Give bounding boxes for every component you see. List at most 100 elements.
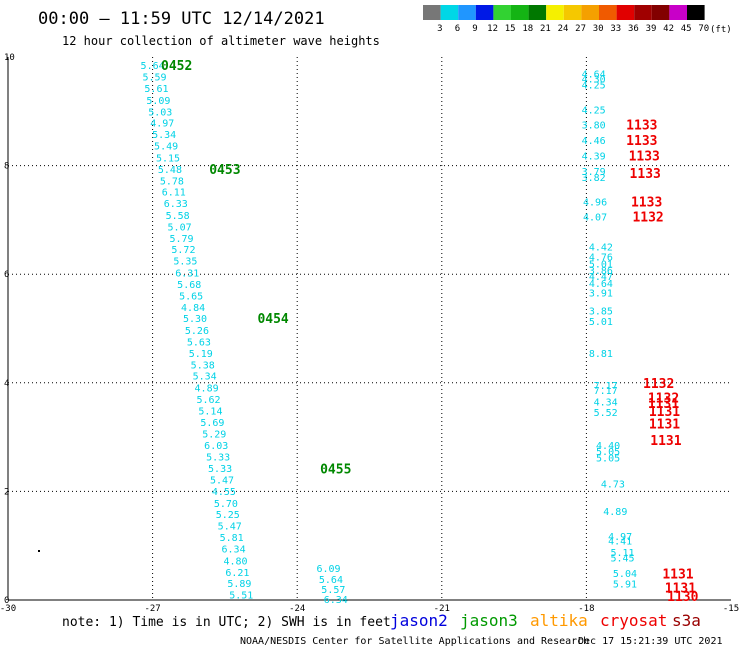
pass-time-label: 0453 bbox=[209, 163, 240, 178]
legend-bin-label: 27 bbox=[575, 24, 586, 34]
y-tick-label: 2 bbox=[4, 487, 9, 497]
swh-value: 5.30 bbox=[183, 314, 207, 325]
legend-swatch bbox=[651, 5, 670, 20]
legend-bin-label: 39 bbox=[646, 24, 657, 34]
legend-bin-label: 18 bbox=[522, 24, 533, 34]
swh-value: 5.89 bbox=[227, 579, 251, 590]
swh-value: 5.69 bbox=[200, 418, 224, 429]
swh-value: 3.82 bbox=[582, 173, 606, 184]
swh-value: 5.38 bbox=[191, 360, 215, 371]
pass-time-label: 0455 bbox=[320, 463, 351, 478]
swh-value: 4.41 bbox=[608, 536, 632, 547]
pass-time-label: 1131 bbox=[648, 397, 679, 412]
swh-value: 4.64 bbox=[582, 69, 606, 80]
footer-credit: NOAA/NESDIS Center for Satellite Applica… bbox=[240, 636, 589, 647]
pass-time-labels: 0452045304540455113311331133113311331132… bbox=[161, 59, 699, 605]
pass-time-label: 1133 bbox=[629, 149, 660, 164]
legend-bin-label: 24 bbox=[558, 24, 569, 34]
y-tick-label: 6 bbox=[4, 270, 9, 280]
legend-swatch bbox=[528, 5, 547, 20]
swh-value: 4.64 bbox=[589, 279, 613, 290]
swh-value: 5.01 bbox=[589, 259, 613, 270]
chart-subtitle: 12 hour collection of altimeter wave hei… bbox=[62, 34, 380, 48]
legend-swatch bbox=[423, 5, 441, 20]
swh-value: 5.34 bbox=[152, 130, 176, 141]
pass-time-label: 0452 bbox=[161, 59, 192, 74]
swh-value: 6.33 bbox=[164, 199, 188, 210]
swh-value: 5.91 bbox=[613, 580, 637, 591]
tick-labels: -30 -27 -24 -21 -18 -15 0 2 4 6 8 10 bbox=[0, 53, 739, 614]
legend-swatch bbox=[458, 5, 476, 20]
swh-value: 5.05 bbox=[596, 447, 620, 458]
legend-bin-label: 36 bbox=[628, 24, 639, 34]
swh-value: 5.29 bbox=[202, 429, 226, 440]
x-tick-label: -27 bbox=[144, 604, 160, 614]
stray-point bbox=[38, 550, 40, 552]
swh-value: 4.42 bbox=[589, 243, 613, 254]
pass-time-label: 1131 bbox=[649, 418, 680, 433]
swh-value: 4.96 bbox=[583, 197, 607, 208]
swh-value: 5.25 bbox=[216, 510, 240, 521]
swh-value: 5.15 bbox=[156, 153, 180, 164]
legend-swatch bbox=[563, 5, 582, 20]
pass-time-label: 1131 bbox=[650, 434, 681, 449]
swh-value: 5.78 bbox=[160, 176, 184, 187]
swh-value: 5.33 bbox=[206, 453, 230, 464]
swh-value: 5.03 bbox=[148, 107, 172, 118]
x-tick-label: -18 bbox=[578, 604, 594, 614]
swh-value: 4.47 bbox=[589, 272, 613, 283]
swh-value: 5.04 bbox=[613, 569, 637, 580]
swh-value: 3.80 bbox=[582, 120, 606, 131]
swh-value: 3.79 bbox=[582, 167, 606, 178]
swh-value: 5.45 bbox=[611, 554, 635, 565]
y-tick-label: 8 bbox=[4, 162, 9, 172]
swh-value: 3.86 bbox=[589, 266, 613, 277]
y-tick-label: 4 bbox=[4, 379, 9, 389]
swh-value: 5.34 bbox=[193, 372, 217, 383]
legend-bin-label: 70 bbox=[698, 24, 709, 34]
swh-value: 4.55 bbox=[212, 487, 236, 498]
footer-note: note: 1) Time is in UTC; 2) SWH is in fe… bbox=[62, 615, 391, 630]
satellite-legend: jason2 jason3 altika cryosat s3a bbox=[390, 611, 701, 630]
pass-time-label: 1133 bbox=[630, 167, 661, 182]
legend-swatch bbox=[475, 5, 494, 20]
legend-swatch bbox=[511, 5, 529, 20]
pass-time-label: 1131 bbox=[662, 567, 693, 582]
satellite-name: altika bbox=[530, 611, 588, 630]
swh-value: 5.47 bbox=[210, 475, 234, 486]
legend-swatch bbox=[493, 5, 511, 20]
swh-value: 5.09 bbox=[146, 96, 170, 107]
swh-value: 5.57 bbox=[321, 585, 345, 596]
swh-value: 5.49 bbox=[154, 142, 178, 153]
pass-time-label: 1133 bbox=[631, 195, 662, 210]
legend-bin-label: 6 bbox=[455, 24, 460, 34]
footer-generated: Dec 17 15:21:39 UTC 2021 bbox=[578, 636, 723, 647]
pass-time-label: 1133 bbox=[626, 118, 657, 133]
swh-value: 4.07 bbox=[583, 213, 607, 224]
swh-value: 5.47 bbox=[218, 522, 242, 533]
satellite-name: cryosat bbox=[600, 611, 667, 630]
x-tick-label: -30 bbox=[0, 604, 16, 614]
swh-value: 5.01 bbox=[589, 317, 613, 328]
swh-value: 4.84 bbox=[181, 303, 205, 314]
swh-value: 5.62 bbox=[196, 395, 220, 406]
swh-value: 6.21 bbox=[225, 568, 249, 579]
swh-value-labels: 5.645.595.615.095.034.975.345.495.155.48… bbox=[141, 61, 637, 606]
swh-value: 5.63 bbox=[187, 338, 211, 349]
pass-time-label: 1132 bbox=[643, 377, 674, 392]
swh-value: 3.85 bbox=[589, 307, 613, 318]
swh-value: 5.33 bbox=[208, 464, 232, 475]
swh-value: 4.25 bbox=[582, 106, 606, 117]
swh-value: 6.34 bbox=[222, 544, 246, 555]
legend-bin-label: 30 bbox=[593, 24, 604, 34]
x-tick-label: -24 bbox=[289, 604, 305, 614]
swh-value: 4.89 bbox=[195, 384, 219, 395]
swh-value: 5.58 bbox=[166, 211, 190, 222]
swh-color-legend: 3 6 9 12 15 18 21 24 27 30 33 36 39 42 45 70 bbox=[423, 5, 709, 34]
legend-bin-label: 3 bbox=[437, 24, 442, 34]
swh-value: 7.17 bbox=[594, 381, 618, 392]
swh-value: 4.97 bbox=[150, 119, 174, 130]
swh-value: 5.51 bbox=[229, 591, 253, 602]
swh-value: 4.30 bbox=[582, 75, 606, 86]
